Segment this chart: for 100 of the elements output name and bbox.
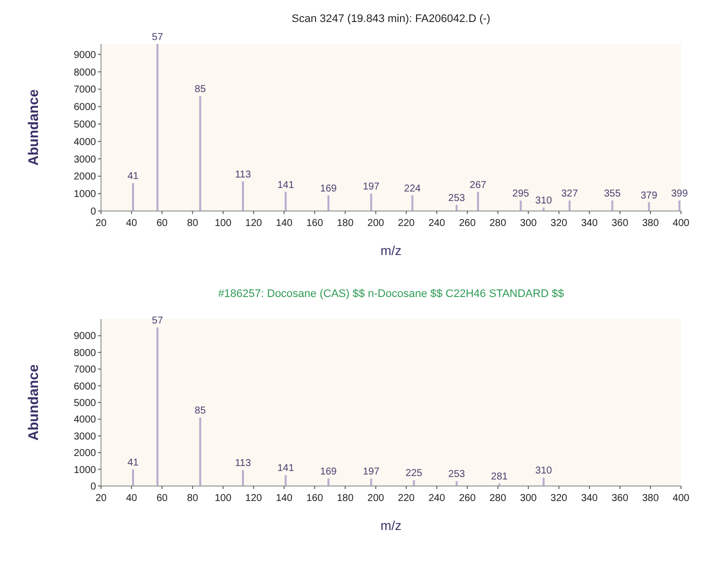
bar xyxy=(242,181,244,211)
y-tick-label: 8000 xyxy=(74,67,96,78)
annotation: 57 xyxy=(152,315,164,326)
x-tick-label: 220 xyxy=(398,493,416,504)
x-tick-label: 200 xyxy=(367,218,385,229)
y-tick-label: 2000 xyxy=(74,448,96,460)
bar xyxy=(411,195,414,211)
annotation: 85 xyxy=(194,84,206,96)
annotation: 310 xyxy=(535,196,552,207)
x-tick-label: 400 xyxy=(672,493,690,504)
x-tick-label: 40 xyxy=(126,493,138,504)
y-tick-label: 1000 xyxy=(74,464,96,476)
y-tick-label: 3000 xyxy=(74,154,96,166)
annotation: 141 xyxy=(277,180,294,191)
x-tick-label: 400 xyxy=(672,218,690,229)
y-tick-label: 8000 xyxy=(74,348,96,359)
bar xyxy=(648,202,650,211)
x-tick-label: 240 xyxy=(428,493,446,504)
x-tick-label: 280 xyxy=(490,218,507,229)
x-tick-label: 380 xyxy=(642,493,660,504)
y-tick-label: 1000 xyxy=(74,189,96,200)
bar xyxy=(284,192,287,211)
chart-title: Scan 3247 (19.843 min): FA206042.D (-) xyxy=(292,13,490,25)
annotation: 253 xyxy=(448,468,466,480)
y-tick-label: 7000 xyxy=(74,364,96,376)
bar xyxy=(611,200,614,211)
x-tick-label: 160 xyxy=(306,493,324,504)
bar xyxy=(520,200,522,211)
bar xyxy=(327,195,330,211)
chart-title: #186257: Docosane (CAS) $$ n-Docosane $$ C22H46 STANDARD $$ xyxy=(218,288,564,300)
x-tick-label: 120 xyxy=(245,493,262,504)
annotation: 281 xyxy=(491,471,508,482)
annotation: 224 xyxy=(404,183,422,194)
bar xyxy=(370,194,372,211)
annotation: 141 xyxy=(277,463,294,474)
x-tick-label: 40 xyxy=(126,218,138,229)
x-tick-label: 140 xyxy=(276,493,293,504)
x-tick-label: 320 xyxy=(550,218,568,229)
y-tick-label: 4000 xyxy=(74,414,96,426)
bar xyxy=(156,44,158,211)
x-tick-label: 100 xyxy=(214,493,232,504)
x-tick-label: 340 xyxy=(581,218,598,229)
bar xyxy=(456,204,458,211)
x-tick-label: 20 xyxy=(95,493,107,504)
x-tick-label: 380 xyxy=(642,218,660,229)
x-tick-label: 80 xyxy=(187,493,199,504)
annotation: 113 xyxy=(234,458,252,470)
bar xyxy=(477,192,479,211)
x-tick-label: 60 xyxy=(156,493,168,504)
annotation: 295 xyxy=(512,188,530,200)
bar xyxy=(242,470,244,486)
x-tick-label: 320 xyxy=(550,493,568,504)
x-tick-label: 340 xyxy=(581,493,598,504)
bar xyxy=(412,480,415,486)
bar xyxy=(678,200,680,211)
x-tick-label: 180 xyxy=(336,493,354,504)
y-tick-label: 0 xyxy=(90,206,96,218)
y-tick-label: 9000 xyxy=(74,331,96,342)
x-tick-label: 200 xyxy=(367,493,385,504)
x-tick-label: 220 xyxy=(398,218,416,229)
x-tick-label: 280 xyxy=(490,493,507,504)
y-tick-label: 4000 xyxy=(74,136,96,148)
x-tick-label: 360 xyxy=(612,493,629,504)
bar xyxy=(542,478,545,486)
annotation: 41 xyxy=(127,457,140,468)
annotation: 197 xyxy=(362,182,380,193)
x-tick-label: 360 xyxy=(612,218,629,229)
x-axis-title: m/z xyxy=(380,243,402,258)
annotation: 113 xyxy=(234,169,252,180)
x-tick-label: 80 xyxy=(187,218,199,229)
y-tick-label: 5000 xyxy=(74,398,96,409)
x-tick-label: 100 xyxy=(214,218,232,229)
x-tick-label: 160 xyxy=(306,218,324,229)
bar xyxy=(199,418,202,486)
y-tick-label: 7000 xyxy=(74,84,96,96)
bar xyxy=(199,96,202,211)
y-axis-title: Abundance xyxy=(25,364,41,441)
x-tick-label: 240 xyxy=(428,218,446,229)
x-tick-label: 60 xyxy=(156,218,168,229)
y-tick-label: 2000 xyxy=(74,172,96,183)
annotation: 253 xyxy=(448,192,466,204)
x-tick-label: 140 xyxy=(276,218,293,229)
x-axis-title: m/z xyxy=(380,518,402,533)
bar xyxy=(132,469,134,486)
bar xyxy=(456,480,458,486)
annotation: 85 xyxy=(194,406,206,417)
y-tick-label: 9000 xyxy=(74,50,96,61)
x-tick-label: 260 xyxy=(458,493,476,504)
annotation: 225 xyxy=(406,468,423,480)
annotation: 267 xyxy=(470,180,487,191)
y-tick-label: 6000 xyxy=(74,381,96,392)
bar xyxy=(284,475,287,486)
x-tick-label: 180 xyxy=(336,218,354,229)
x-tick-label: 300 xyxy=(520,218,538,229)
annotation: 169 xyxy=(320,183,338,194)
annotation: 57 xyxy=(152,32,164,43)
bar xyxy=(156,327,158,486)
x-tick-label: 20 xyxy=(95,218,107,229)
annotation: 310 xyxy=(535,466,552,477)
bar xyxy=(132,183,134,211)
